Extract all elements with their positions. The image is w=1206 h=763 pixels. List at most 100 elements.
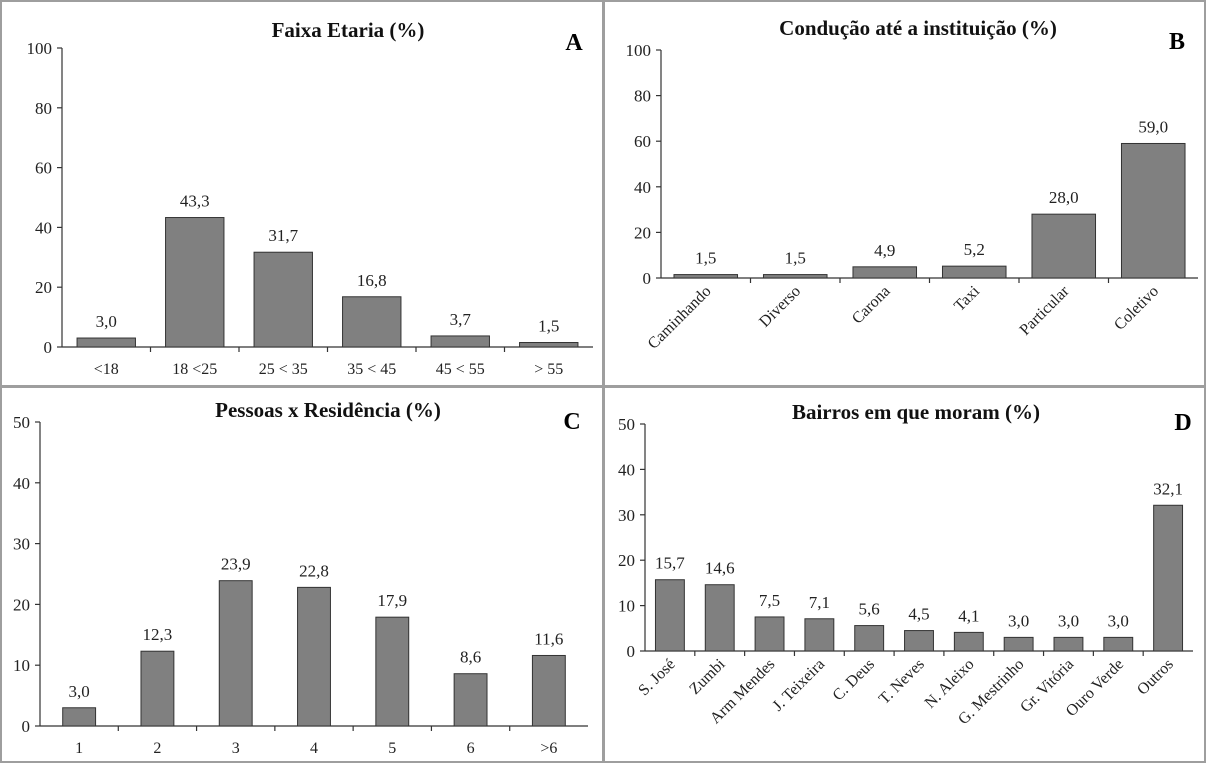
chart-a-y-tick-label: 40 <box>35 218 52 237</box>
chart-a-category-label: > 55 <box>534 361 563 378</box>
chart-a-category-label: 25 < 35 <box>259 361 308 378</box>
chart-d-data-label: 32,1 <box>1153 479 1183 498</box>
chart-b-data-label: 1,5 <box>695 249 716 268</box>
chart-b-category-label: Caminhando <box>645 283 715 353</box>
chart-b-y-tick-label: 80 <box>634 87 651 106</box>
chart-a-category-label: 18 <25 <box>172 361 217 378</box>
chart-b-category-label: Taxi <box>951 282 983 314</box>
chart-c-category-label: 4 <box>310 740 318 757</box>
chart-a-data-label: 3,0 <box>96 312 117 331</box>
chart-d-y-tick-label: 30 <box>618 506 635 525</box>
chart-d-y-tick-label: 20 <box>618 551 635 570</box>
chart-panel-b: Condução até a instituição (%) B 0 20 40 60 80… <box>603 0 1206 386</box>
chart-c-data-label: 17,9 <box>377 591 407 610</box>
chart-d-data-label: 3,0 <box>1108 611 1129 630</box>
chart-c-category-label: >6 <box>540 740 557 757</box>
chart-a-bar-2 <box>165 217 225 348</box>
chart-c-svg: Pessoas x Residência (%) C 0 10 20 30 40 50 3,0 1… <box>13 398 588 757</box>
chart-b-y-tick-label: 100 <box>626 41 652 60</box>
chart-c-category-label: 6 <box>467 740 475 757</box>
chart-d-y-tick-label: 10 <box>618 597 635 616</box>
chart-d-category-label: C. Deus <box>830 656 878 704</box>
chart-c-bar-5 <box>375 616 410 727</box>
chart-a-y-tick-label: 0 <box>44 338 53 357</box>
chart-a-bar-5 <box>430 335 490 348</box>
chart-b-bar-5 <box>1031 213 1097 279</box>
chart-c-category-label: 5 <box>388 740 396 757</box>
chart-a-bar-6 <box>519 342 579 348</box>
chart-d-y-tick-label: 0 <box>627 642 636 661</box>
chart-d-bar-3 <box>754 616 785 652</box>
chart-d-bar-8 <box>1003 636 1034 652</box>
chart-b-data-label: 1,5 <box>785 249 806 268</box>
chart-c-y-tick-label: 0 <box>22 717 31 736</box>
chart-c-data-label: 3,0 <box>69 682 90 701</box>
chart-a-data-label: 31,7 <box>268 226 298 245</box>
chart-a-y-tick-label: 100 <box>27 39 53 58</box>
chart-b-y-tick-label: 60 <box>634 132 651 151</box>
chart-a-title: Faixa Etaria (%) <box>272 18 425 42</box>
chart-panel-d: Bairros em que moram (%) D 0 10 20 30 40 50 15,7… <box>603 386 1206 763</box>
chart-panel-a: Faixa Etaria (%) A 0 20 40 60 80 100 3,0 <18 43,3 1… <box>0 0 603 386</box>
chart-c-y-tick-label: 50 <box>13 413 30 432</box>
chart-b-y-tick-label: 40 <box>634 178 651 197</box>
vertical-divider <box>602 0 605 763</box>
chart-a-data-label: 3,7 <box>450 310 472 329</box>
chart-d-category-label: Zumbi <box>686 655 729 698</box>
chart-a-category-label: <18 <box>94 361 119 378</box>
chart-c-data-label: 11,6 <box>534 629 563 648</box>
chart-d-bar-1 <box>654 579 685 652</box>
chart-b-svg: Condução até a instituição (%) B 0 20 40 60 80… <box>626 16 1198 353</box>
chart-d-bar-4 <box>804 618 835 652</box>
chart-a-data-label: 16,8 <box>357 271 387 290</box>
chart-b-data-label: 59,0 <box>1138 117 1168 136</box>
chart-d-category-label: J. Teixeira <box>769 656 828 715</box>
chart-d-category-label: Outros <box>1134 656 1177 699</box>
chart-d-y-tick-label: 50 <box>618 415 635 434</box>
chart-a-category-label: 45 < 55 <box>436 361 485 378</box>
chart-d-data-label: 4,5 <box>908 605 929 624</box>
chart-a-y-tick-label: 60 <box>35 159 52 178</box>
chart-b-data-label: 4,9 <box>874 241 895 260</box>
chart-a-panel-letter: A <box>565 30 583 56</box>
chart-a-bar-4 <box>342 296 402 348</box>
chart-a-y-tick-label: 20 <box>35 278 52 297</box>
chart-c-bar-6 <box>453 673 488 727</box>
chart-b-bar-2 <box>762 274 828 279</box>
chart-c-bar-7 <box>531 654 566 727</box>
chart-d-y-tick-label: 40 <box>618 460 635 479</box>
chart-b-category-label: Particular <box>1017 282 1073 338</box>
chart-b-category-label: Diverso <box>756 283 804 331</box>
chart-c-category-label: 3 <box>232 740 240 757</box>
chart-b-bar-1 <box>673 274 739 279</box>
chart-d-data-label: 7,1 <box>809 593 830 612</box>
chart-d-svg: Bairros em que moram (%) D 0 10 20 30 40 50 15,7… <box>618 400 1193 728</box>
chart-c-y-tick-label: 30 <box>13 535 30 554</box>
chart-d-bar-9 <box>1053 636 1084 652</box>
chart-b-y-tick-label: 0 <box>643 269 652 288</box>
chart-a-bar-3 <box>253 251 313 348</box>
chart-c-data-label: 23,9 <box>221 555 251 574</box>
chart-d-category-label: S. José <box>635 656 678 699</box>
chart-d-data-label: 5,6 <box>859 600 880 619</box>
chart-d-bar-2 <box>704 584 735 652</box>
chart-b-category-label: Carona <box>849 283 894 328</box>
horizontal-divider <box>0 385 1206 388</box>
chart-d-bar-7 <box>953 631 984 652</box>
chart-panel-c: Pessoas x Residência (%) C 0 10 20 30 40 50 3,0 1… <box>0 386 603 763</box>
chart-a-data-label: 43,3 <box>180 192 210 211</box>
chart-b-category-label: Coletivo <box>1111 283 1162 334</box>
chart-d-data-label: 7,5 <box>759 591 780 610</box>
chart-c-y-tick-label: 10 <box>13 656 30 675</box>
chart-d-bar-11 <box>1153 504 1184 652</box>
chart-d-data-label: 3,0 <box>1008 611 1029 630</box>
chart-d-bar-6 <box>904 630 934 652</box>
chart-b-panel-letter: B <box>1169 29 1185 55</box>
chart-c-data-label: 8,6 <box>460 648 481 667</box>
chart-b-data-label: 28,0 <box>1049 188 1079 207</box>
chart-c-category-label: 1 <box>75 740 83 757</box>
chart-d-data-label: 14,6 <box>705 559 735 578</box>
chart-c-bar-1 <box>62 707 97 727</box>
chart-a-bar-1 <box>76 337 136 348</box>
chart-b-bar-6 <box>1120 142 1186 279</box>
